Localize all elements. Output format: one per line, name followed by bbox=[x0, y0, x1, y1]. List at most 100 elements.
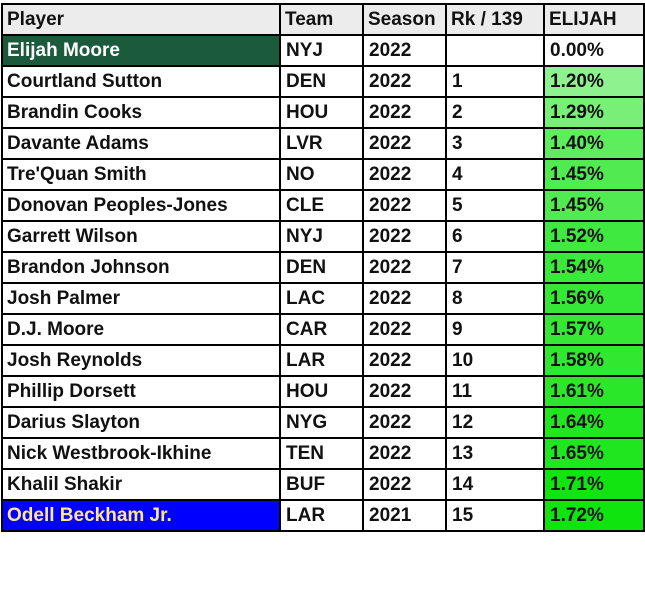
header-rank[interactable]: Rk / 139 bbox=[445, 3, 545, 36]
cell-season: 2022 bbox=[362, 220, 447, 253]
table-row: Donovan Peoples-Jones CLE 2022 5 1.45% bbox=[1, 189, 645, 222]
cell-player: D.J. Moore bbox=[1, 313, 281, 346]
similarity-table: Player Team Season Rk / 139 ELIJAH Elija… bbox=[1, 3, 645, 532]
cell-player: Donovan Peoples-Jones bbox=[1, 189, 281, 222]
cell-value: 0.00% bbox=[543, 34, 645, 67]
cell-team: NYG bbox=[279, 406, 364, 439]
cell-value: 1.71% bbox=[543, 468, 645, 501]
cell-rank: 6 bbox=[445, 220, 545, 253]
cell-player: Darius Slayton bbox=[1, 406, 281, 439]
cell-season: 2022 bbox=[362, 65, 447, 98]
cell-team: DEN bbox=[279, 65, 364, 98]
cell-rank: 10 bbox=[445, 344, 545, 377]
cell-rank: 4 bbox=[445, 158, 545, 191]
cell-value: 1.54% bbox=[543, 251, 645, 284]
cell-season: 2021 bbox=[362, 499, 447, 532]
table-row: Brandon Johnson DEN 2022 7 1.54% bbox=[1, 251, 645, 284]
header-team[interactable]: Team bbox=[279, 3, 364, 36]
cell-value: 1.20% bbox=[543, 65, 645, 98]
cell-player: Tre'Quan Smith bbox=[1, 158, 281, 191]
cell-player: Courtland Sutton bbox=[1, 65, 281, 98]
cell-player: Phillip Dorsett bbox=[1, 375, 281, 408]
table-row: Phillip Dorsett HOU 2022 11 1.61% bbox=[1, 375, 645, 408]
cell-value: 1.45% bbox=[543, 158, 645, 191]
cell-value: 1.64% bbox=[543, 406, 645, 439]
table-row: Tre'Quan Smith NO 2022 4 1.45% bbox=[1, 158, 645, 191]
cell-team: BUF bbox=[279, 468, 364, 501]
cell-player: Davante Adams bbox=[1, 127, 281, 160]
cell-rank: 7 bbox=[445, 251, 545, 284]
cell-season: 2022 bbox=[362, 344, 447, 377]
cell-team: NYJ bbox=[279, 34, 364, 67]
cell-value: 1.72% bbox=[543, 499, 645, 532]
table-row: Khalil Shakir BUF 2022 14 1.71% bbox=[1, 468, 645, 501]
cell-player: Nick Westbrook-Ikhine bbox=[1, 437, 281, 470]
cell-player: Brandon Johnson bbox=[1, 251, 281, 284]
table-row: Elijah Moore NYJ 2022 0.00% bbox=[1, 34, 645, 67]
table-row: Darius Slayton NYG 2022 12 1.64% bbox=[1, 406, 645, 439]
cell-team: LAR bbox=[279, 344, 364, 377]
cell-season: 2022 bbox=[362, 158, 447, 191]
cell-season: 2022 bbox=[362, 251, 447, 284]
header-season[interactable]: Season bbox=[362, 3, 447, 36]
header-row: Player Team Season Rk / 139 ELIJAH bbox=[1, 3, 645, 36]
cell-player: Josh Palmer bbox=[1, 282, 281, 315]
table-row: Garrett Wilson NYJ 2022 6 1.52% bbox=[1, 220, 645, 253]
table-row: Davante Adams LVR 2022 3 1.40% bbox=[1, 127, 645, 160]
cell-team: LVR bbox=[279, 127, 364, 160]
cell-season: 2022 bbox=[362, 313, 447, 346]
cell-season: 2022 bbox=[362, 406, 447, 439]
cell-team: CAR bbox=[279, 313, 364, 346]
table-row: Brandin Cooks HOU 2022 2 1.29% bbox=[1, 96, 645, 129]
cell-season: 2022 bbox=[362, 468, 447, 501]
cell-player: Khalil Shakir bbox=[1, 468, 281, 501]
cell-rank: 2 bbox=[445, 96, 545, 129]
cell-team: NYJ bbox=[279, 220, 364, 253]
cell-team: LAR bbox=[279, 499, 364, 532]
cell-value: 1.56% bbox=[543, 282, 645, 315]
cell-rank: 11 bbox=[445, 375, 545, 408]
header-player[interactable]: Player bbox=[1, 3, 281, 36]
cell-rank: 1 bbox=[445, 65, 545, 98]
cell-rank: 9 bbox=[445, 313, 545, 346]
cell-player: Elijah Moore bbox=[1, 34, 281, 67]
cell-value: 1.52% bbox=[543, 220, 645, 253]
cell-team: DEN bbox=[279, 251, 364, 284]
cell-team: LAC bbox=[279, 282, 364, 315]
cell-value: 1.58% bbox=[543, 344, 645, 377]
cell-rank: 12 bbox=[445, 406, 545, 439]
cell-team: HOU bbox=[279, 375, 364, 408]
cell-value: 1.45% bbox=[543, 189, 645, 222]
table-row: Josh Palmer LAC 2022 8 1.56% bbox=[1, 282, 645, 315]
table-row: Nick Westbrook-Ikhine TEN 2022 13 1.65% bbox=[1, 437, 645, 470]
cell-value: 1.57% bbox=[543, 313, 645, 346]
cell-team: NO bbox=[279, 158, 364, 191]
header-elijah[interactable]: ELIJAH bbox=[543, 3, 645, 36]
cell-value: 1.40% bbox=[543, 127, 645, 160]
cell-season: 2022 bbox=[362, 189, 447, 222]
cell-team: HOU bbox=[279, 96, 364, 129]
cell-value: 1.29% bbox=[543, 96, 645, 129]
cell-player: Odell Beckham Jr. bbox=[1, 499, 281, 532]
cell-rank: 3 bbox=[445, 127, 545, 160]
table-row: Josh Reynolds LAR 2022 10 1.58% bbox=[1, 344, 645, 377]
cell-rank: 13 bbox=[445, 437, 545, 470]
table-row: Courtland Sutton DEN 2022 1 1.20% bbox=[1, 65, 645, 98]
cell-player: Brandin Cooks bbox=[1, 96, 281, 129]
cell-value: 1.61% bbox=[543, 375, 645, 408]
cell-season: 2022 bbox=[362, 282, 447, 315]
table-body: Elijah Moore NYJ 2022 0.00% Courtland Sutton… bbox=[1, 34, 645, 532]
cell-team: TEN bbox=[279, 437, 364, 470]
cell-rank bbox=[445, 34, 545, 67]
cell-player: Josh Reynolds bbox=[1, 344, 281, 377]
table-row: D.J. Moore CAR 2022 9 1.57% bbox=[1, 313, 645, 346]
cell-rank: 15 bbox=[445, 499, 545, 532]
cell-season: 2022 bbox=[362, 96, 447, 129]
cell-value: 1.65% bbox=[543, 437, 645, 470]
cell-player: Garrett Wilson bbox=[1, 220, 281, 253]
cell-team: CLE bbox=[279, 189, 364, 222]
table-row: Odell Beckham Jr. LAR 2021 15 1.72% bbox=[1, 499, 645, 532]
cell-rank: 8 bbox=[445, 282, 545, 315]
cell-rank: 14 bbox=[445, 468, 545, 501]
